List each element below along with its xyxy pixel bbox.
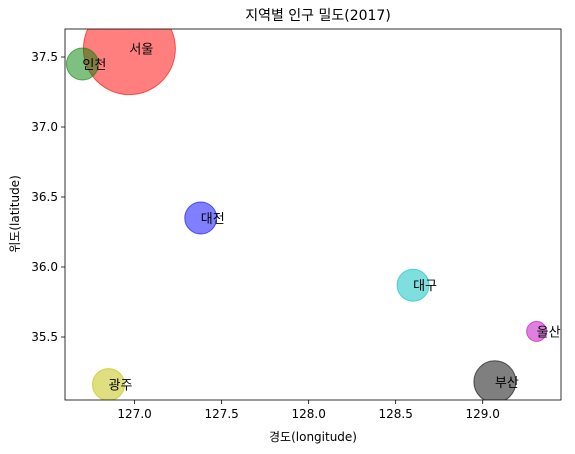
bubble-point [92, 368, 126, 400]
bubble-point [473, 360, 517, 400]
bubble-label: 대전 [201, 212, 225, 227]
bubble-point [65, 47, 99, 81]
plot-frame [64, 28, 562, 401]
x-axis-label: 경도(longitude) [269, 430, 357, 444]
x-tick-label: 129.0 [466, 407, 500, 421]
bubble-point [184, 201, 218, 235]
x-tick-label: 128.0 [291, 407, 325, 421]
y-tick-label: 36.5 [31, 190, 58, 204]
y-tick-label: 35.5 [31, 330, 58, 344]
bubble-layer [65, 29, 548, 400]
x-axis: 127.0 127.5 128.0 128.5 129.0 [117, 400, 500, 421]
x-tick-label: 127.5 [204, 407, 238, 421]
bubble-label: 서울 [129, 43, 153, 58]
bubble-label: 인천 [82, 58, 106, 73]
chart-title: 지역별 인구 밀도(2017) [245, 8, 391, 24]
x-tick-label: 127.0 [117, 407, 151, 421]
y-axis: 35.5 36.0 36.5 37.0 37.5 [31, 50, 65, 344]
bubble-point [396, 268, 430, 302]
bubble-label: 대구 [413, 279, 437, 294]
y-tick-label: 37.0 [31, 120, 58, 134]
bubble-label: 부산 [495, 376, 519, 391]
x-tick-label: 128.5 [378, 407, 412, 421]
y-tick-label: 37.5 [31, 50, 58, 64]
bubble-point [526, 320, 548, 342]
bubble-label: 광주 [109, 379, 133, 394]
bubble-label: 울산 [537, 325, 561, 340]
y-tick-label: 36.0 [31, 260, 58, 274]
y-axis-label: 위도(latitude) [8, 175, 22, 252]
